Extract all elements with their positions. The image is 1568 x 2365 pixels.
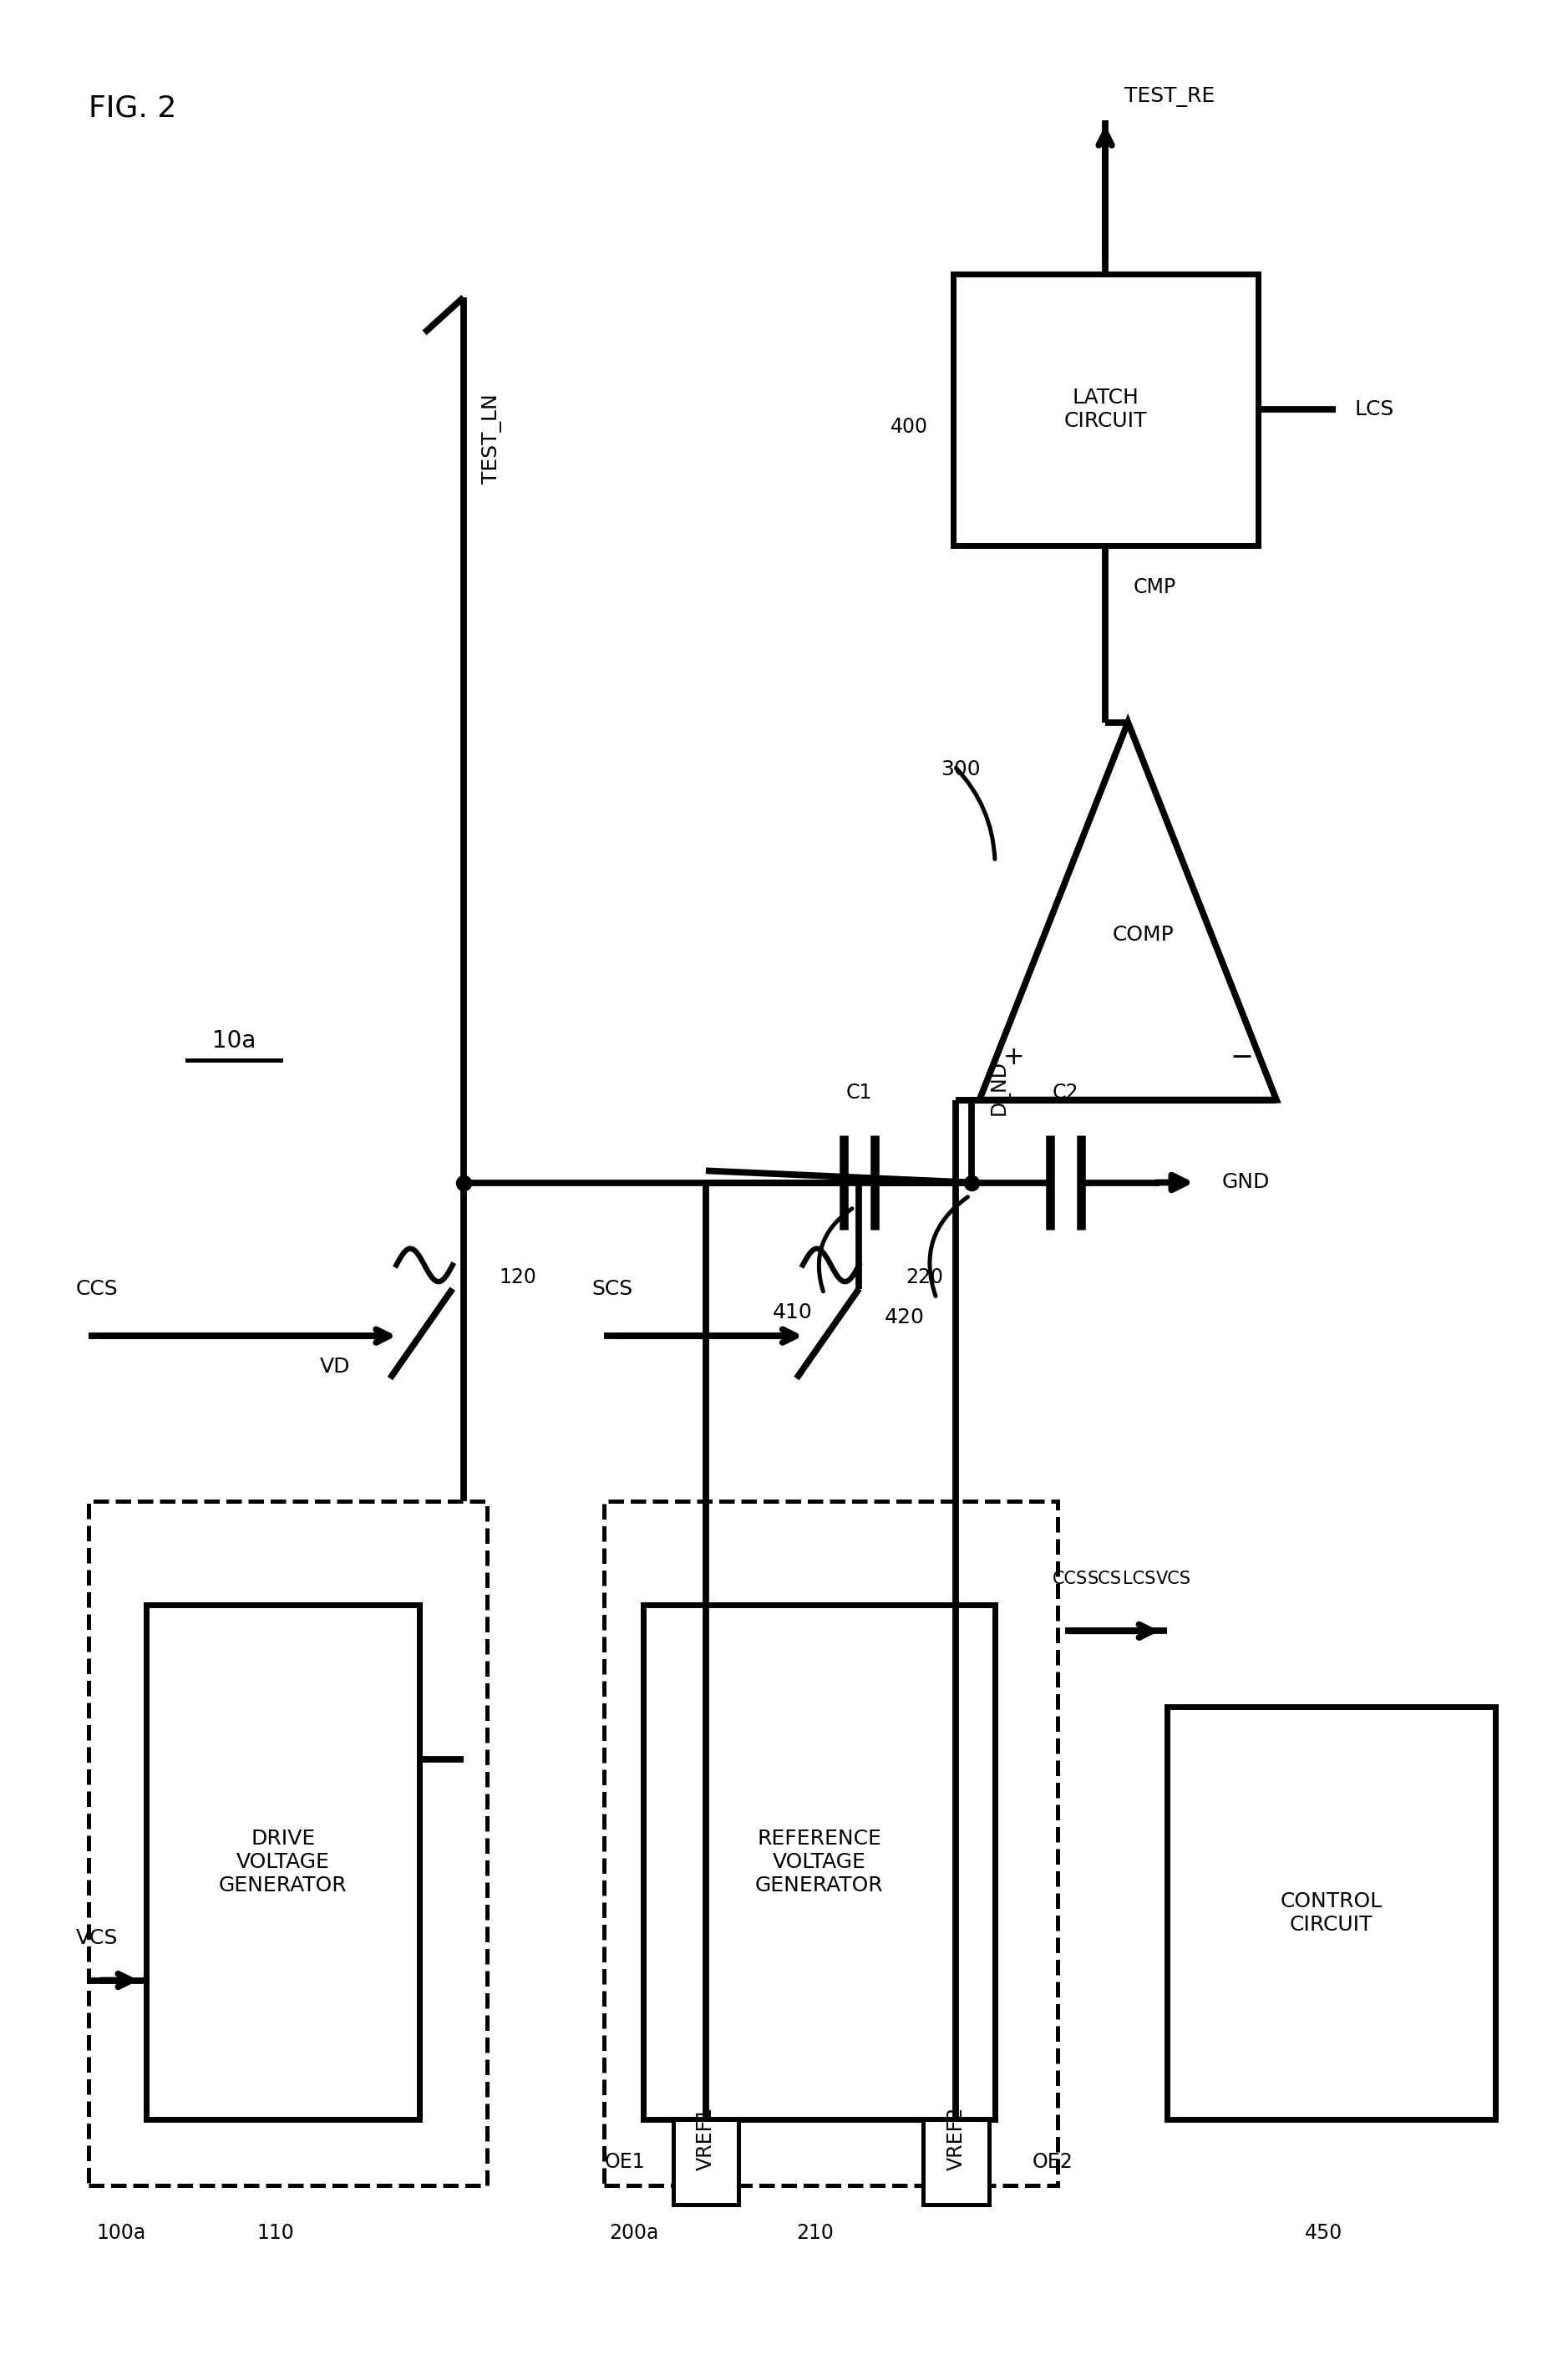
FancyBboxPatch shape — [673, 2119, 739, 2204]
Text: DRIVE
VOLTAGE
GENERATOR: DRIVE VOLTAGE GENERATOR — [220, 1828, 347, 1894]
Text: 450: 450 — [1305, 2223, 1342, 2242]
Text: 400: 400 — [891, 416, 928, 438]
Text: LATCH
CIRCUIT: LATCH CIRCUIT — [1063, 388, 1146, 430]
Text: SCS: SCS — [591, 1279, 633, 1298]
Text: C2: C2 — [1052, 1083, 1079, 1102]
FancyBboxPatch shape — [604, 1502, 1057, 2185]
Text: D_ND: D_ND — [989, 1060, 1010, 1116]
Text: LCS: LCS — [1355, 400, 1394, 419]
Text: CCS: CCS — [1052, 1570, 1088, 1587]
Text: 210: 210 — [797, 2223, 834, 2242]
FancyBboxPatch shape — [953, 274, 1258, 546]
Text: −: − — [1231, 1043, 1254, 1071]
Text: CONTROL
CIRCUIT: CONTROL CIRCUIT — [1279, 1892, 1381, 1935]
Text: OE2: OE2 — [1033, 2152, 1074, 2171]
FancyBboxPatch shape — [924, 2119, 989, 2204]
Text: 100a: 100a — [96, 2223, 146, 2242]
Text: COMP: COMP — [1113, 925, 1174, 944]
Text: 420: 420 — [884, 1308, 925, 1327]
Text: 110: 110 — [257, 2223, 295, 2242]
FancyBboxPatch shape — [146, 1606, 420, 2119]
Text: VCS: VCS — [1156, 1570, 1190, 1587]
Text: VREF1: VREF1 — [696, 2107, 717, 2171]
FancyBboxPatch shape — [643, 1606, 996, 2119]
Text: 10a: 10a — [212, 1029, 256, 1052]
Text: CCS: CCS — [75, 1279, 118, 1298]
FancyBboxPatch shape — [88, 1502, 488, 2185]
Text: SCS: SCS — [1087, 1570, 1121, 1587]
Text: GND: GND — [1221, 1173, 1270, 1192]
Text: FIG. 2: FIG. 2 — [88, 95, 176, 123]
Text: 120: 120 — [500, 1268, 536, 1287]
Text: OE1: OE1 — [604, 2152, 644, 2171]
Text: VD: VD — [320, 1358, 351, 1376]
Text: 300: 300 — [941, 759, 980, 780]
Text: 220: 220 — [906, 1268, 944, 1287]
Text: 410: 410 — [773, 1303, 812, 1322]
Text: LCS: LCS — [1123, 1570, 1156, 1587]
Text: CMP: CMP — [1134, 577, 1176, 598]
Text: 200a: 200a — [608, 2223, 659, 2242]
Text: TEST_RE: TEST_RE — [1124, 88, 1215, 106]
Text: TEST_LN: TEST_LN — [481, 395, 502, 485]
Text: VREF2: VREF2 — [946, 2107, 966, 2171]
Text: VCS: VCS — [75, 1927, 118, 1949]
Text: +: + — [1004, 1045, 1024, 1069]
Text: C1: C1 — [847, 1083, 872, 1102]
FancyBboxPatch shape — [1167, 1708, 1496, 2119]
Text: REFERENCE
VOLTAGE
GENERATOR: REFERENCE VOLTAGE GENERATOR — [756, 1828, 883, 1894]
